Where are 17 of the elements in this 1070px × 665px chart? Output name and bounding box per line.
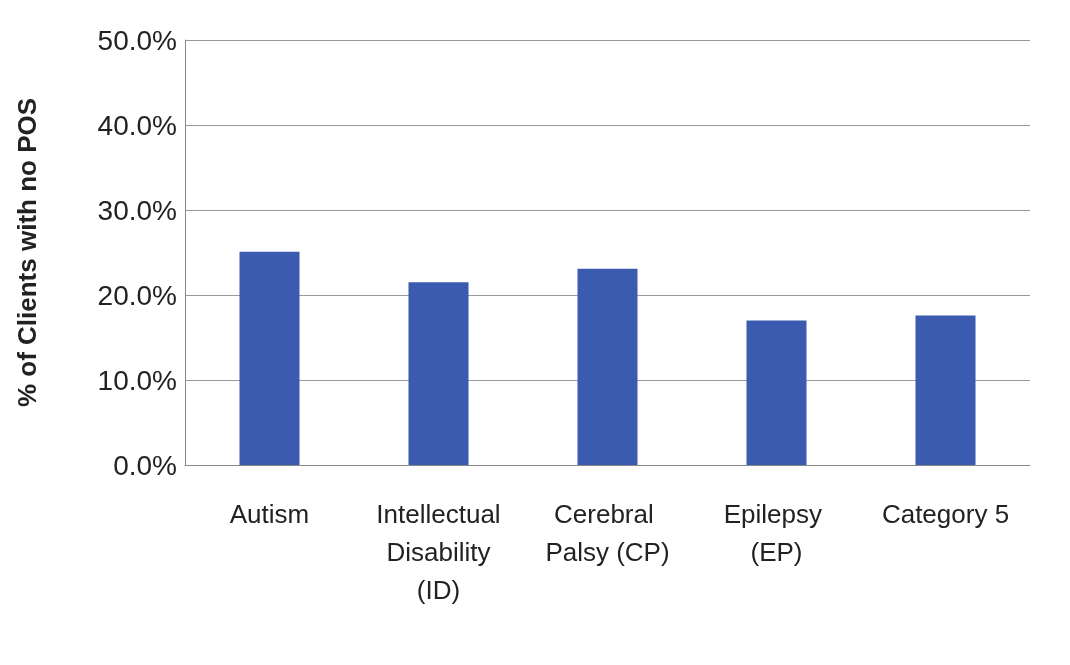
y-tick-label: 40.0% [97,109,177,141]
y-tick-label: 20.0% [97,279,177,311]
x-tick-label: Autism [229,499,310,529]
y-tick-label: 10.0% [97,364,177,396]
bar [915,315,976,465]
bar [408,282,469,465]
x-tick-label: Category 5 [881,499,1010,529]
x-tick-label: Intellectual Disability (ID) [376,499,501,605]
bar [577,268,638,465]
bar [746,320,807,465]
y-tick-label: 50.0% [97,24,177,56]
y-tick-label: 30.0% [97,194,177,226]
bar [239,251,300,465]
y-axis-title: % of Clients with no POS [12,97,42,408]
y-tick-label: 0.0% [113,449,177,481]
x-tick-label: Epilepsy (EP) [723,499,830,567]
x-tick-label: Cerebral Palsy (CP) [545,499,670,567]
